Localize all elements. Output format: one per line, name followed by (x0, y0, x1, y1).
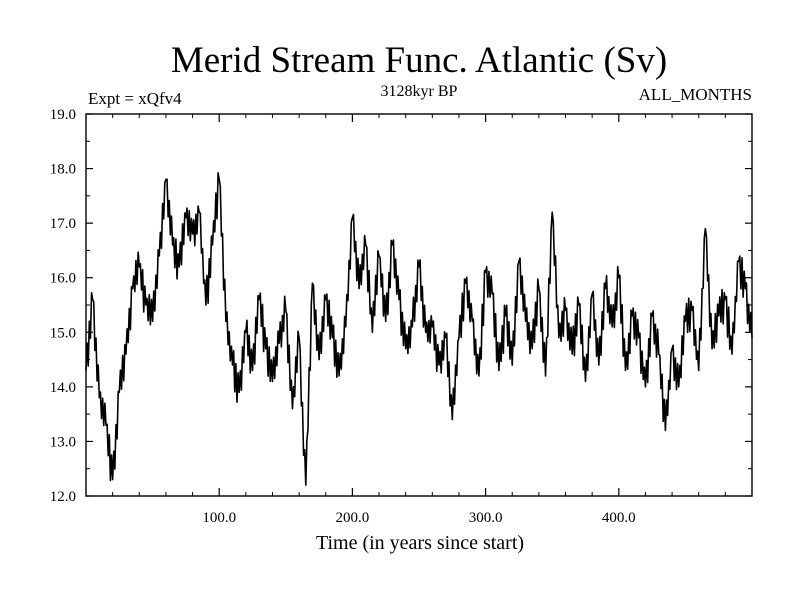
y-tick-label: 13.0 (50, 434, 76, 450)
x-tick-label: 400.0 (602, 510, 636, 526)
experiment-label: Expt = xQfv4 (88, 89, 182, 108)
y-tick-label: 12.0 (50, 489, 76, 505)
x-axis: 100.0 200.0 300.0 400.0 (112, 114, 726, 526)
x-tick-label: 100.0 (202, 510, 236, 526)
y-tick-label: 14.0 (50, 380, 76, 396)
chart-title: Merid Stream Func. Atlantic (Sv) (171, 40, 667, 81)
x-tick-label: 200.0 (336, 510, 370, 526)
y-tick-label: 19.0 (50, 107, 76, 123)
x-axis-label: Time (in years since start) (316, 532, 524, 554)
series-line (85, 172, 753, 486)
y-tick-label: 15.0 (50, 325, 76, 341)
period-label: 3128kyr BP (381, 83, 458, 100)
x-tick-label: 300.0 (469, 510, 503, 526)
y-axis: 12.0 13.0 14.0 15.0 16.0 17.0 18.0 19.0 (50, 107, 752, 505)
y-tick-label: 16.0 (50, 271, 76, 287)
y-tick-label: 18.0 (50, 162, 76, 178)
y-tick-label: 17.0 (50, 216, 76, 232)
months-label: ALL_MONTHS (639, 85, 752, 104)
plot-frame (85, 113, 753, 497)
